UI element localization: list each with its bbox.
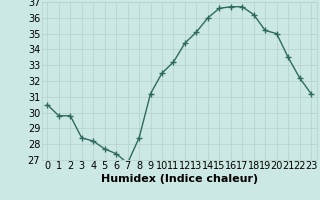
X-axis label: Humidex (Indice chaleur): Humidex (Indice chaleur) [100, 174, 258, 184]
